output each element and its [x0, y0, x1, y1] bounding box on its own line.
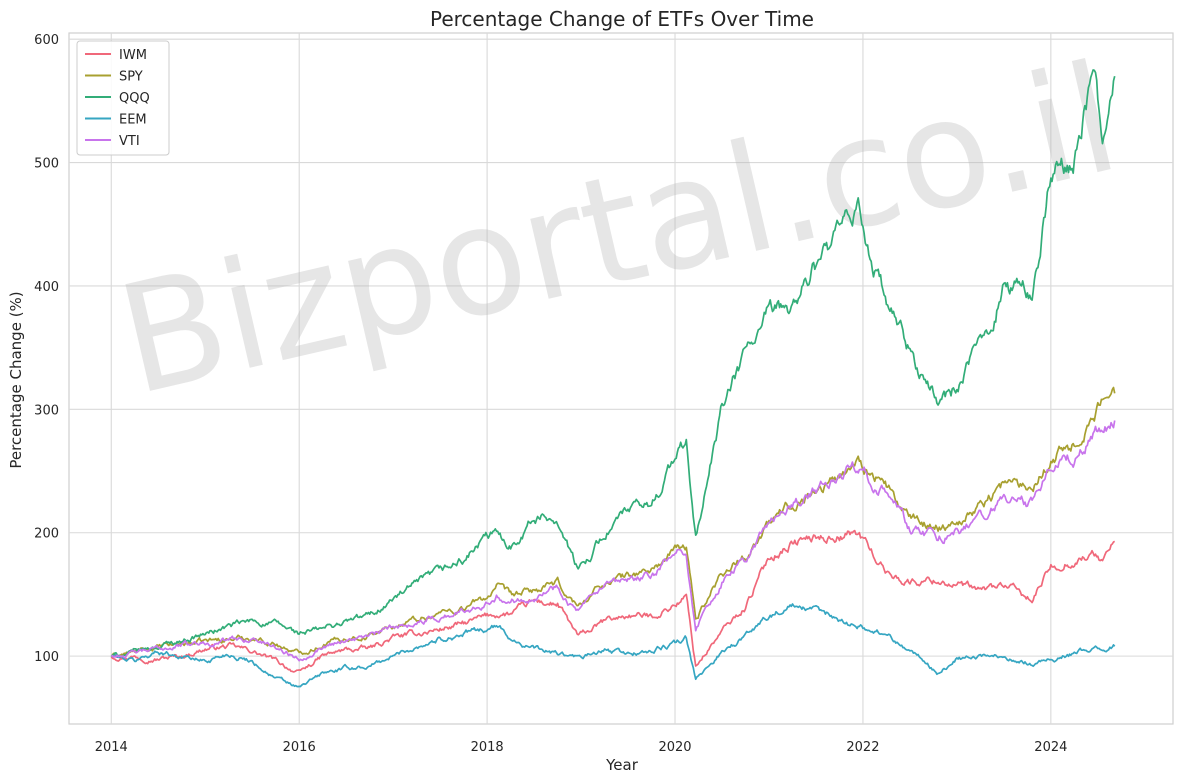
chart-title: Percentage Change of ETFs Over Time [430, 7, 814, 31]
x-tick-label: 2018 [471, 740, 504, 755]
y-tick-label: 600 [34, 33, 59, 48]
y-tick-label: 100 [34, 650, 59, 665]
series-lines [110, 69, 1116, 688]
tick-labels: 2014 2016 2018 2020 2022 2024 100 200 300 400 500 6… [34, 33, 1067, 755]
legend-label: SPY [119, 70, 143, 85]
legend-label: EEM [119, 113, 147, 128]
series-line-eem [110, 603, 1116, 688]
legend-label: IWM [119, 48, 147, 63]
legend-label: VTI [119, 134, 140, 149]
x-tick-label: 2016 [283, 740, 316, 755]
y-tick-label: 300 [34, 403, 59, 418]
x-tick-label: 2024 [1034, 740, 1067, 755]
x-tick-label: 2014 [95, 740, 128, 755]
plot-frame [68, 32, 1174, 725]
series-line-iwm [110, 529, 1116, 673]
series-line-vti [110, 420, 1116, 662]
x-axis-label: Year [605, 756, 639, 774]
legend-box [76, 40, 170, 156]
y-tick-label: 400 [34, 280, 59, 295]
x-tick-label: 2020 [658, 740, 691, 755]
legend-label: QQQ [119, 91, 150, 106]
x-tick-label: 2022 [846, 740, 879, 755]
series-line-qqq [110, 69, 1116, 658]
y-tick-label: 500 [34, 157, 59, 172]
y-tick-label: 200 [34, 527, 59, 542]
legend: IWM SPY QQQ EEM VTI [76, 40, 170, 156]
y-axis-label: Percentage Change (%) [7, 291, 25, 468]
